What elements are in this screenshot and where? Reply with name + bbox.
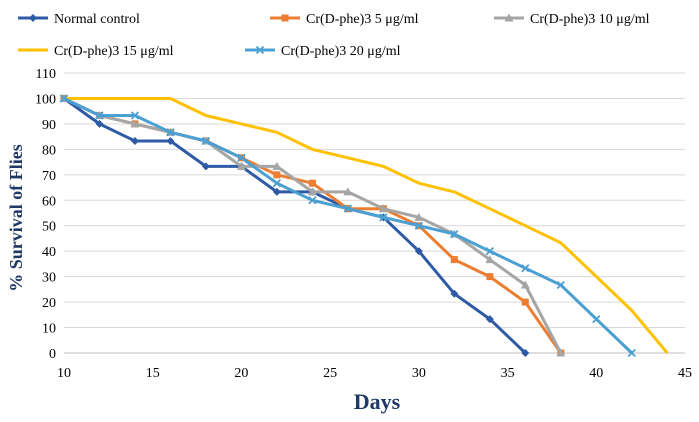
series-5 bbox=[59, 94, 636, 358]
grid-layer bbox=[64, 72, 685, 354]
data-point-marker bbox=[343, 187, 353, 196]
legend-label: Normal control bbox=[54, 12, 140, 27]
y-tick-label: 0 bbox=[49, 347, 56, 362]
data-point-marker bbox=[201, 162, 210, 171]
legend-label: Cr(D-phe)3 15 μg/ml bbox=[54, 44, 174, 59]
legend-label: Cr(D-phe)3 5 μg/ml bbox=[306, 12, 419, 27]
data-point-marker bbox=[237, 153, 246, 162]
y-tick-label: 40 bbox=[42, 245, 56, 260]
x-tick-label: 35 bbox=[501, 366, 515, 381]
data-point-marker bbox=[308, 196, 317, 205]
data-point-marker bbox=[95, 119, 104, 128]
data-point-marker bbox=[521, 264, 530, 273]
data-point-marker bbox=[592, 315, 601, 324]
data-point-marker bbox=[272, 187, 281, 196]
data-point-marker bbox=[255, 45, 265, 55]
data-point-marker bbox=[166, 136, 175, 145]
y-tick-label: 10 bbox=[42, 322, 56, 337]
data-point-marker bbox=[166, 128, 175, 137]
data-point-marker bbox=[485, 247, 494, 256]
series-layer bbox=[59, 93, 669, 358]
data-point-marker bbox=[379, 213, 388, 222]
y-tick-label: 100 bbox=[35, 92, 56, 107]
y-tick-label: 80 bbox=[42, 143, 56, 158]
x-tick-label: 10 bbox=[57, 366, 71, 381]
data-point-marker bbox=[236, 161, 246, 170]
data-point-marker bbox=[521, 349, 530, 357]
x-tick-label: 45 bbox=[678, 366, 692, 381]
y-tick-label: 50 bbox=[42, 220, 56, 235]
x-tick-label: 15 bbox=[146, 366, 160, 381]
data-point-marker bbox=[485, 255, 495, 264]
data-point-marker bbox=[414, 247, 423, 256]
data-point-marker bbox=[272, 179, 282, 188]
data-point-marker bbox=[450, 229, 459, 239]
legend-item: Normal control bbox=[18, 12, 140, 27]
y-tick-label: 20 bbox=[42, 296, 56, 311]
series-4 bbox=[64, 97, 669, 354]
legend-item: Cr(D-phe)3 10 μg/ml bbox=[494, 12, 650, 27]
data-point-marker bbox=[59, 94, 69, 103]
data-point-marker bbox=[627, 348, 636, 358]
data-point-marker bbox=[130, 119, 140, 128]
data-point-marker bbox=[343, 204, 353, 213]
data-point-marker bbox=[556, 280, 565, 290]
data-point-marker bbox=[308, 179, 316, 187]
legend-label: Cr(D-phe)3 10 μg/ml bbox=[530, 12, 650, 27]
data-point-marker bbox=[273, 171, 281, 179]
x-tick-label: 40 bbox=[589, 366, 603, 381]
data-point-marker bbox=[281, 14, 289, 22]
x-tick-label: 30 bbox=[412, 366, 426, 381]
data-point-marker bbox=[486, 273, 494, 281]
x-axis-title: Days bbox=[354, 389, 401, 414]
legend-label: Cr(D-phe)3 20 μg/ml bbox=[281, 44, 401, 59]
legend-item: Cr(D-phe)3 20 μg/ml bbox=[245, 44, 401, 59]
y-tick-label: 110 bbox=[36, 67, 56, 82]
data-point-marker bbox=[130, 136, 139, 145]
legend-item: Cr(D-phe)3 5 μg/ml bbox=[270, 12, 419, 27]
x-tick-label: 25 bbox=[323, 366, 337, 381]
legend: Normal control Cr(D-phe)3 5 μg/ml Cr(D-phe… bbox=[18, 12, 650, 59]
data-point-marker bbox=[556, 348, 566, 357]
data-point-marker bbox=[378, 204, 388, 213]
data-point-marker bbox=[201, 136, 211, 146]
data-point-marker bbox=[95, 111, 104, 120]
data-point-marker bbox=[504, 13, 514, 22]
x-tick-label: 20 bbox=[234, 366, 248, 381]
data-point-marker bbox=[485, 315, 494, 324]
y-tick-label: 60 bbox=[42, 194, 56, 209]
legend-item: Cr(D-phe)3 15 μg/ml bbox=[18, 44, 174, 59]
data-point-marker bbox=[130, 111, 140, 120]
y-axis-title: % Survival of Flies bbox=[6, 144, 26, 292]
y-tick-label: 70 bbox=[42, 169, 56, 184]
data-point-marker bbox=[414, 221, 423, 230]
data-point-marker bbox=[450, 256, 458, 264]
data-point-marker bbox=[520, 280, 530, 289]
series-line bbox=[64, 97, 669, 354]
data-point-marker bbox=[414, 212, 424, 221]
data-point-marker bbox=[29, 14, 37, 22]
y-tick-label: 30 bbox=[42, 271, 56, 286]
data-point-marker bbox=[450, 289, 459, 298]
data-point-marker bbox=[307, 187, 317, 196]
data-point-marker bbox=[521, 298, 529, 306]
y-tick-label: 90 bbox=[42, 118, 56, 133]
data-point-marker bbox=[272, 161, 282, 170]
